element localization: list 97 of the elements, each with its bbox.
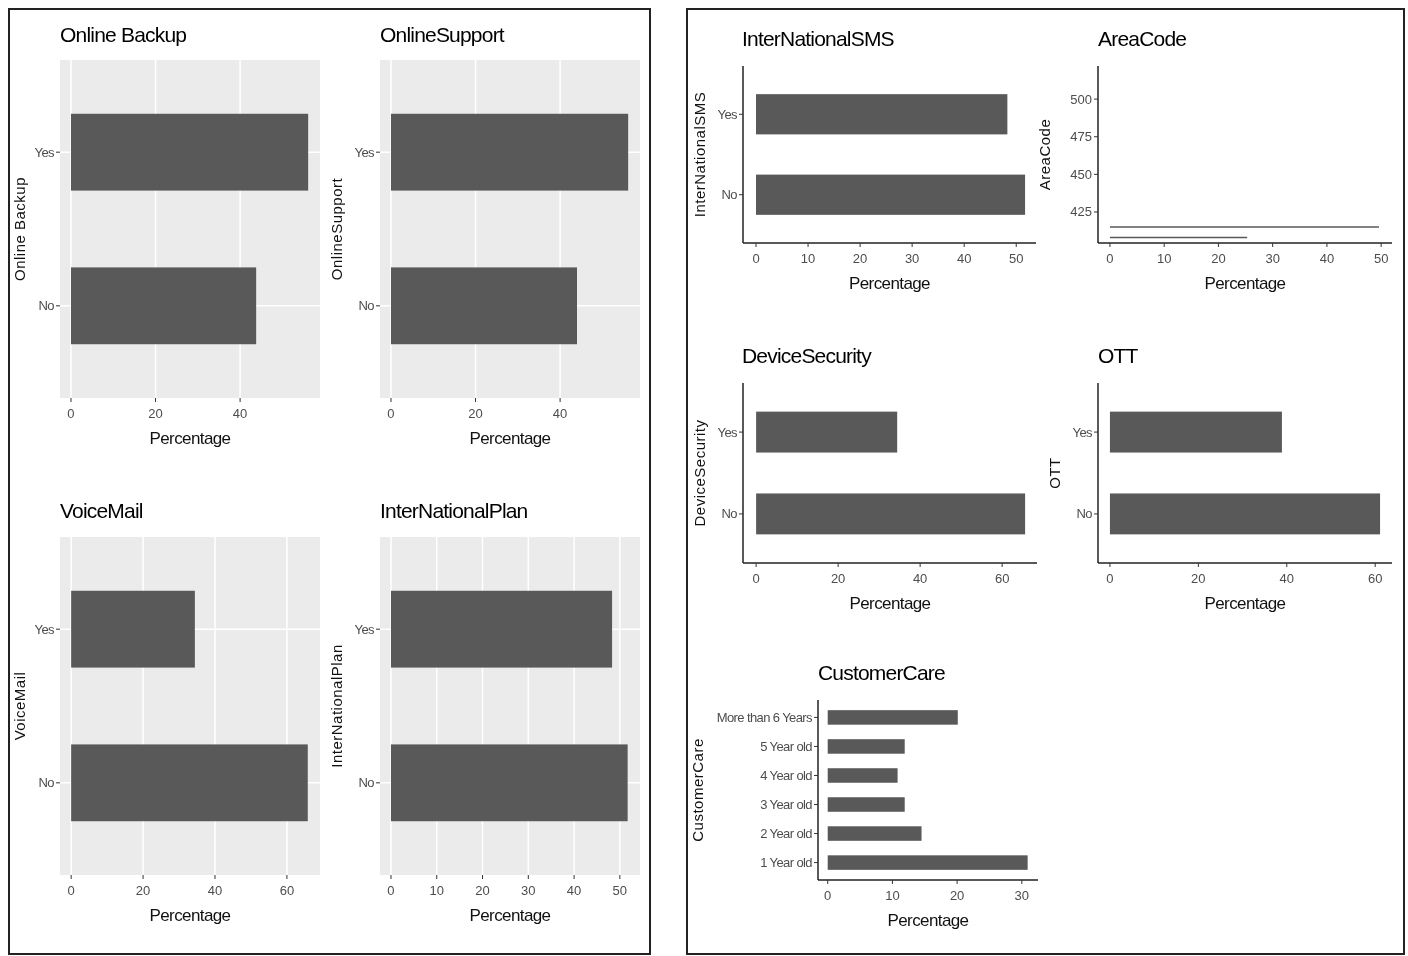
y-tick-label: No (38, 775, 55, 791)
x-tick-label: 0 (67, 883, 75, 898)
y-tick-label: Yes (34, 144, 56, 160)
y-tick-label: 450 (1070, 166, 1092, 182)
y-axis-title: CustomerCare (689, 738, 706, 842)
x-tick-label: 20 (1191, 571, 1206, 586)
bar (827, 855, 1028, 870)
y-tick-label: No (721, 187, 738, 203)
x-tick-label: 0 (1106, 571, 1114, 586)
chart-title: AreaCode (1098, 27, 1187, 50)
y-axis-title: Online Backup (11, 176, 28, 282)
x-tick-label: 50 (1008, 251, 1024, 266)
y-axis-title: InterNationalSMS (691, 91, 708, 218)
chart-title: InterNationalSMS (742, 27, 895, 50)
chart-title: InterNationalPlan (380, 499, 528, 522)
x-axis-title: Percentage (149, 429, 231, 448)
x-tick-label: 10 (885, 888, 900, 903)
x-axis-title: Percentage (149, 906, 231, 925)
x-tick-label: 20 (1211, 251, 1226, 266)
y-tick-label: No (1076, 506, 1093, 522)
y-tick-label: 2 Year old (760, 826, 813, 842)
x-tick-label: 20 (830, 571, 846, 586)
y-axis-title: OTT (1046, 457, 1063, 489)
bar (827, 739, 905, 754)
x-tick-label: 20 (949, 888, 965, 903)
y-tick-label: 475 (1070, 129, 1092, 145)
x-tick-label: 10 (429, 883, 444, 898)
y-axis-title: DeviceSecurity (691, 419, 708, 527)
x-tick-label: 40 (912, 571, 928, 586)
x-tick-label: 10 (800, 251, 816, 266)
y-tick-label: More than 6 Years (716, 709, 814, 725)
x-tick-label: 0 (387, 406, 395, 421)
chart-title: DeviceSecurity (742, 344, 873, 367)
x-tick-label: 0 (67, 406, 75, 421)
x-axis-title: Percentage (469, 429, 551, 448)
x-tick-label: 40 (566, 883, 582, 898)
y-tick-label: 4 Year old (760, 767, 813, 783)
x-axis-title: Percentage (849, 594, 931, 613)
x-tick-label: 40 (956, 251, 972, 266)
x-tick-label: 20 (475, 883, 490, 898)
bar (827, 797, 905, 812)
x-tick-label: 10 (1156, 251, 1172, 266)
y-tick-label: Yes (34, 621, 56, 637)
y-tick-label: Yes (717, 106, 739, 122)
y-tick-label: 5 Year old (760, 738, 813, 754)
x-tick-label: 30 (1014, 888, 1030, 903)
x-tick-label: 50 (1373, 251, 1389, 266)
y-tick-label: No (721, 506, 738, 522)
y-tick-label: 3 Year old (760, 797, 813, 813)
x-tick-label: 20 (148, 406, 163, 421)
x-tick-label: 30 (904, 251, 920, 266)
x-tick-label: 20 (468, 406, 483, 421)
y-tick-label: 1 Year old (760, 855, 813, 871)
y-tick-label: Yes (354, 144, 376, 160)
chart-title: OnlineSupport (380, 23, 505, 46)
x-axis-title: Percentage (1204, 594, 1286, 613)
x-tick-label: 0 (824, 888, 832, 903)
y-tick-label: Yes (354, 621, 376, 637)
x-tick-label: 0 (1106, 251, 1114, 266)
y-tick-label: 500 (1070, 91, 1092, 107)
chart-title: Online Backup (60, 23, 187, 46)
y-tick-label: 425 (1070, 204, 1092, 220)
x-tick-label: 40 (207, 883, 223, 898)
y-axis-title: InterNationalPlan (328, 644, 345, 768)
x-axis-title: Percentage (849, 274, 931, 293)
x-tick-label: 40 (1319, 251, 1335, 266)
bar (827, 710, 958, 725)
y-tick-label: No (358, 775, 375, 791)
y-axis-title: AreaCode (1036, 118, 1053, 191)
x-tick-label: 40 (232, 406, 248, 421)
y-axis-title: OnlineSupport (328, 177, 345, 281)
x-axis-title: Percentage (469, 906, 551, 925)
y-tick-label: Yes (717, 424, 739, 440)
bar (827, 826, 922, 841)
y-axis-title: VoiceMail (11, 671, 28, 741)
y-tick-label: No (358, 298, 375, 314)
y-tick-label: No (38, 298, 55, 314)
x-tick-label: 0 (752, 251, 760, 266)
x-tick-label: 30 (521, 883, 536, 898)
chart-title: VoiceMail (60, 499, 143, 522)
x-axis-title: Percentage (887, 911, 969, 930)
x-tick-label: 30 (1265, 251, 1280, 266)
x-tick-label: 0 (387, 883, 395, 898)
x-tick-label: 40 (1279, 571, 1295, 586)
x-tick-label: 60 (279, 883, 295, 898)
chart-title: OTT (1098, 344, 1139, 367)
x-tick-label: 20 (852, 251, 868, 266)
x-tick-label: 0 (752, 571, 760, 586)
chart-title: CustomerCare (818, 661, 946, 684)
x-tick-label: 60 (994, 571, 1010, 586)
x-tick-label: 50 (612, 883, 628, 898)
x-tick-label: 40 (552, 406, 568, 421)
bar (827, 768, 898, 783)
x-tick-label: 20 (135, 883, 151, 898)
x-tick-label: 60 (1367, 571, 1383, 586)
y-tick-label: Yes (1072, 424, 1094, 440)
x-axis-title: Percentage (1204, 274, 1286, 293)
